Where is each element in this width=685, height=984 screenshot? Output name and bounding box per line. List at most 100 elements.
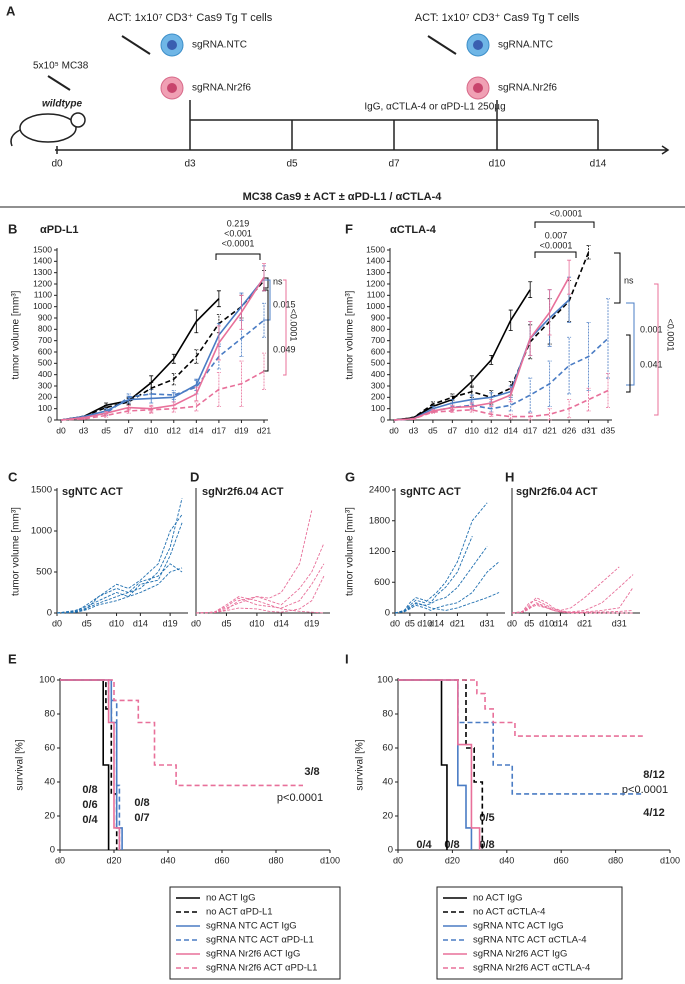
x-tick-label: d0 — [55, 855, 65, 865]
x-tick-label: d21 — [257, 425, 271, 435]
significance-bracket — [534, 221, 595, 228]
legend-label: sgRNA Nr2f6 ACT αPD-L1 — [206, 963, 317, 974]
y-tick-label: 1100 — [367, 290, 386, 300]
x-tick-label: d7 — [124, 425, 134, 435]
x-tick-label: d21 — [543, 425, 557, 435]
schematic: A ACT: 1x10⁷ CD3⁺ Cas9 Tg T cells ACT: 1… — [6, 3, 670, 170]
y-tick-label: 2400 — [369, 485, 390, 496]
axes — [59, 678, 330, 851]
y-tick-label: 80 — [44, 709, 55, 720]
y-tick-label: 0 — [385, 608, 390, 619]
y-tick-label: 1500 — [31, 485, 52, 496]
annotation: ns — [273, 276, 283, 286]
error-bar — [171, 373, 176, 386]
y-axis-label: tumor volume [mm³] — [11, 507, 22, 596]
error-bar — [450, 408, 455, 414]
survival-curve — [398, 679, 643, 795]
y-tick-label: 600 — [374, 577, 390, 588]
error-bar — [489, 411, 494, 417]
y-tick-label: 200 — [371, 392, 385, 402]
axes — [511, 488, 640, 614]
y-tick-label: 100 — [38, 403, 52, 413]
error-bar — [430, 410, 435, 414]
error-bar — [586, 387, 591, 412]
error-bar — [489, 399, 494, 407]
series-line — [195, 563, 325, 614]
y-tick-label: 1800 — [369, 515, 390, 526]
x-tick-label: d14 — [133, 618, 148, 628]
chart-title: αPD-L1 — [40, 224, 79, 236]
annotation: <0.001 — [224, 228, 252, 238]
legend-label: no ACT IgG — [473, 893, 522, 904]
significance-bracket — [215, 253, 261, 260]
y-tick-label: 1200 — [366, 278, 385, 288]
axes — [397, 678, 670, 851]
y-tick-label: 1300 — [366, 267, 385, 277]
sgrna-label: sgRNA.NTC — [498, 40, 553, 51]
series-line — [195, 596, 324, 614]
y-tick-label: 700 — [371, 335, 385, 345]
error-bar — [489, 355, 494, 365]
legend-label: no ACT IgG — [206, 893, 255, 904]
x-tick-label: d5 — [82, 618, 92, 628]
x-tick-label: d31 — [581, 425, 595, 435]
x-tick-label: d12 — [484, 425, 498, 435]
error-bar — [450, 404, 455, 411]
panel-letter: D — [190, 469, 199, 484]
legend — [436, 886, 623, 980]
annotation: 0/8 — [444, 839, 459, 851]
series-line — [511, 602, 634, 614]
error-bar — [567, 259, 572, 295]
x-tick-label: d7 — [448, 425, 458, 435]
x-tick-label: d26 — [562, 425, 576, 435]
timeline-label: d5 — [286, 159, 298, 170]
timeline-label: d7 — [388, 159, 400, 170]
error-bar — [171, 353, 176, 364]
series-line — [394, 592, 500, 614]
annotation: 0.015 — [273, 299, 296, 309]
x-tick-label: d10 — [465, 425, 479, 435]
error-bar — [262, 352, 266, 390]
panel-letter: B — [8, 221, 17, 236]
annotation: 0/4 — [416, 839, 432, 851]
timeline — [55, 100, 670, 155]
annotation: 0/4 — [82, 814, 98, 826]
mouse-icon — [10, 112, 86, 147]
y-tick-label: 1200 — [33, 278, 52, 288]
series-line — [394, 535, 473, 614]
annotation: <0.0001 — [540, 240, 573, 250]
x-tick-label: d3 — [409, 425, 419, 435]
annotation: 0/5 — [479, 812, 494, 824]
series-line — [56, 514, 183, 614]
annotation: p<0.0001 — [622, 784, 668, 796]
act-label: ACT: 1x10⁷ CD3⁺ Cas9 Tg T cells — [415, 12, 580, 24]
annotation: 3/8 — [304, 766, 319, 778]
panel-letter: C — [8, 469, 18, 484]
y-tick-label: 1500 — [366, 244, 385, 254]
x-tick-label: d3 — [79, 425, 89, 435]
timeline-label: d0 — [51, 159, 63, 170]
treatment-label: IgG, αCTLA-4 or αPD-L1 250µg — [364, 102, 505, 113]
survival-curve — [398, 679, 643, 737]
annotation: 0.001 — [640, 324, 663, 334]
y-tick-label: 500 — [371, 358, 385, 368]
series-line — [393, 337, 609, 421]
series-line — [511, 603, 634, 614]
error-bar — [216, 372, 221, 407]
series-line — [60, 277, 265, 421]
legend-label: no ACT αCTLA-4 — [473, 907, 545, 918]
series-line — [60, 370, 265, 421]
annotation: <0.0001 — [666, 319, 676, 352]
series-line — [56, 563, 183, 614]
sgrna-label: sgRNA.NTC — [192, 40, 247, 51]
survival-curve — [398, 679, 448, 850]
y-tick-label: 900 — [38, 312, 52, 322]
x-tick-label: d21 — [450, 618, 465, 628]
y-tick-label: 1000 — [366, 301, 385, 311]
error-bar — [194, 349, 199, 364]
series-line — [393, 299, 570, 421]
x-tick-label: d14 — [189, 425, 203, 435]
error-bar — [194, 309, 199, 334]
error-bar — [262, 263, 266, 292]
